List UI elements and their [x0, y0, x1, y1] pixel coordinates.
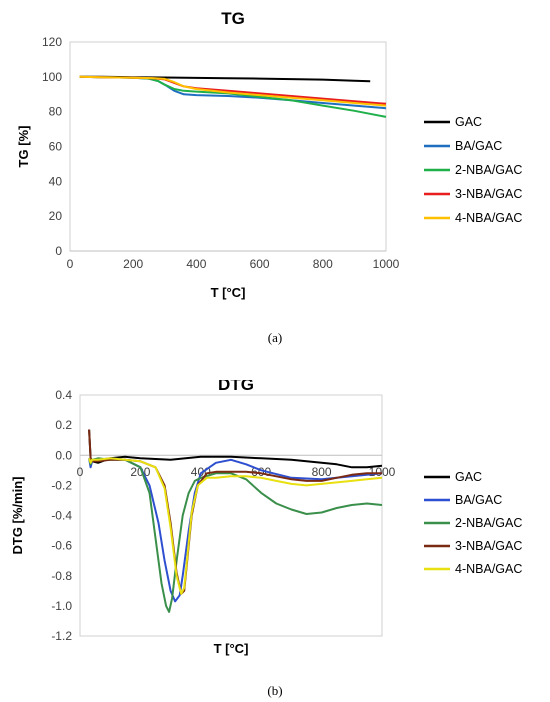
chart-title: TG — [221, 9, 245, 28]
legend-label-gac: GAC — [455, 470, 482, 484]
x-tick-label: 0 — [77, 465, 84, 479]
x-axis-title: T [°C] — [211, 285, 246, 300]
x-tick-label: 600 — [250, 257, 270, 271]
legend-label-4-nba-gac: 4-NBA/GAC — [455, 562, 522, 576]
legend-label-ba-gac: BA/GAC — [455, 139, 502, 153]
x-axis-title: T [°C] — [214, 641, 249, 656]
y-tick-label: -0.6 — [51, 539, 72, 553]
dtg-chart-panel: DTG -1.2 -1.0 -0.8 -0.6 -0.4 -0.2 0.0 0.2 0.4 0 200… — [0, 380, 550, 670]
x-tick-label: 800 — [313, 257, 333, 271]
x-tick-label: 200 — [123, 257, 143, 271]
legend-label-ba-gac: BA/GAC — [455, 493, 502, 507]
x-tick-label: 400 — [186, 257, 206, 271]
x-tick-label: 0 — [67, 257, 74, 271]
caption-a: (a) — [267, 330, 283, 345]
y-axis-title: TG [%] — [16, 126, 31, 168]
legend-label-4-nba-gac: 4-NBA/GAC — [455, 211, 522, 225]
y-axis-title: DTG [%/min] — [10, 477, 25, 555]
y-tick-label: -0.4 — [51, 509, 72, 523]
caption-b: (b) — [267, 683, 283, 698]
legend-label-gac: GAC — [455, 115, 482, 129]
y-tick-label: 60 — [49, 140, 63, 154]
y-tick-label: 0 — [55, 244, 62, 258]
y-tick-label: 40 — [49, 174, 63, 188]
x-tick-label: 200 — [130, 465, 150, 479]
x-tick-label: 1000 — [373, 257, 400, 271]
series-line-4-nba-gac — [79, 75, 387, 107]
series-line-4-nba-gac — [88, 457, 383, 595]
y-tick-label: 120 — [42, 35, 62, 49]
y-tick-label: 0.2 — [55, 418, 72, 432]
y-tick-label: -1.0 — [51, 599, 72, 613]
y-tick-label: 0.0 — [55, 448, 72, 462]
tg-chart-panel: TG 0 20 40 60 80 100 120 0 200 400 600 800 1000 T [°C]… — [0, 0, 550, 300]
legend-label-3-nba-gac: 3-NBA/GAC — [455, 539, 522, 553]
x-tick-label: 800 — [312, 465, 332, 479]
plot-area — [79, 394, 383, 637]
legend-label-2-nba-gac: 2-NBA/GAC — [455, 163, 522, 177]
series-line-ba-gac — [88, 457, 383, 603]
plot-area — [69, 41, 387, 252]
x-tick-label: 1000 — [369, 465, 396, 479]
legend-label-2-nba-gac: 2-NBA/GAC — [455, 516, 522, 530]
series-line-3-nba-gac — [88, 429, 382, 595]
legend-label-3-nba-gac: 3-NBA/GAC — [455, 187, 522, 201]
y-tick-label: 80 — [49, 105, 63, 119]
y-tick-label: -0.2 — [51, 478, 72, 492]
dtg-chart: DTG -1.2 -1.0 -0.8 -0.6 -0.4 -0.2 0.0 0.2 0.4 0 200… — [10, 380, 522, 656]
y-tick-label: 20 — [49, 209, 63, 223]
chart-title: DTG — [218, 380, 254, 394]
y-tick-label: -0.8 — [51, 569, 72, 583]
y-tick-label: 0.4 — [55, 388, 72, 402]
y-tick-label: -1.2 — [51, 629, 72, 643]
tg-chart: TG 0 20 40 60 80 100 120 0 200 400 600 800 1000 T [°C]… — [16, 9, 522, 300]
y-tick-label: 100 — [42, 70, 62, 84]
